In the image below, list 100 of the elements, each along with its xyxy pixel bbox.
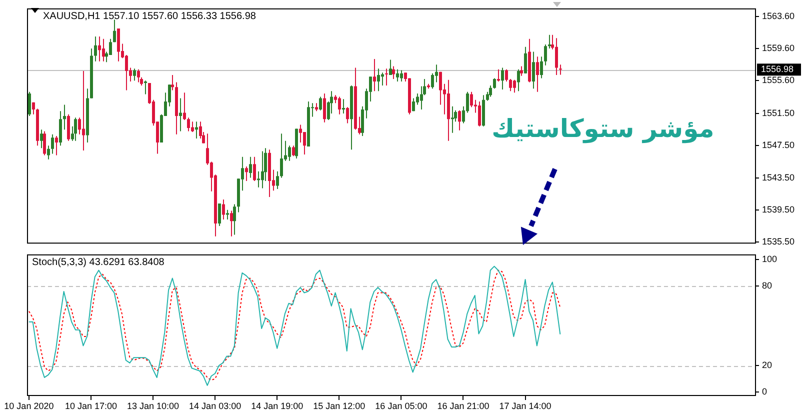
candlestick bbox=[257, 170, 260, 188]
candlestick bbox=[396, 68, 399, 82]
y-tick-label: 1535.50 bbox=[762, 236, 795, 246]
chart-title: Stoch(5,3,3) 43.6291 63.8408 bbox=[32, 257, 165, 268]
chart-title: XAUUSD,H1 1557.10 1557.60 1556.33 1556.98 bbox=[43, 11, 256, 22]
x-tick-label: 14 Jan 03:00 bbox=[189, 400, 242, 411]
candlestick bbox=[439, 71, 442, 106]
candlestick bbox=[346, 106, 349, 124]
candlestick bbox=[183, 92, 186, 120]
y-tick-label: 1551.50 bbox=[762, 108, 795, 118]
candlestick bbox=[548, 34, 551, 50]
y-tick-label: 100 bbox=[762, 254, 778, 264]
candlestick bbox=[117, 28, 120, 62]
y-tick-label: 80 bbox=[762, 280, 772, 291]
candlestick bbox=[28, 91, 31, 116]
candlestick bbox=[82, 70, 85, 151]
candlestick bbox=[245, 166, 248, 182]
candlestick bbox=[400, 70, 403, 82]
candlestick bbox=[261, 150, 264, 189]
candlestick bbox=[191, 121, 194, 133]
candlestick bbox=[458, 110, 461, 131]
candlestick bbox=[113, 19, 116, 43]
candlestick bbox=[109, 38, 112, 56]
y-tick-label: 1563.60 bbox=[762, 10, 795, 21]
x-tick-label: 16 Jan 21:00 bbox=[437, 400, 490, 411]
x-tick-label: 10 Jan 17:00 bbox=[64, 400, 118, 411]
candlestick bbox=[513, 79, 516, 94]
x-tick-label: 13 Jan 10:00 bbox=[127, 400, 180, 411]
candlestick bbox=[253, 156, 256, 182]
candlestick bbox=[218, 202, 221, 226]
candlestick bbox=[536, 56, 539, 92]
annotation: مؤشر ستوكاستيك bbox=[492, 114, 714, 144]
candlestick bbox=[179, 98, 182, 132]
x-tick-label: 14 Jan 19:00 bbox=[251, 400, 304, 411]
candlestick bbox=[451, 106, 454, 134]
candlestick bbox=[544, 44, 547, 66]
x-tick-label: 10 Jan 2020 bbox=[4, 400, 54, 411]
candlestick bbox=[342, 98, 345, 114]
candlestick bbox=[226, 209, 229, 220]
candlestick bbox=[78, 117, 81, 135]
candlestick bbox=[292, 145, 295, 157]
candlestick bbox=[171, 74, 174, 91]
candlestick bbox=[509, 78, 512, 92]
candlestick bbox=[144, 80, 147, 95]
candlestick bbox=[323, 92, 326, 123]
candlestick bbox=[540, 56, 543, 79]
candlestick bbox=[133, 68, 136, 82]
candlestick bbox=[412, 98, 415, 112]
candlestick bbox=[517, 68, 520, 92]
candlestick bbox=[94, 36, 97, 62]
candlestick bbox=[187, 117, 190, 132]
candlestick bbox=[478, 101, 481, 127]
candlestick bbox=[222, 198, 225, 220]
candlestick bbox=[497, 68, 500, 82]
candlestick bbox=[233, 204, 236, 236]
candlestick bbox=[431, 72, 434, 90]
candlestick bbox=[43, 130, 46, 156]
candlestick bbox=[489, 84, 492, 98]
candlestick bbox=[559, 64, 562, 76]
candlestick bbox=[520, 66, 523, 76]
candlestick bbox=[392, 66, 395, 80]
candlestick bbox=[47, 145, 50, 160]
candlestick bbox=[280, 133, 283, 178]
y-tick-label: 1547.50 bbox=[762, 140, 795, 150]
candlestick bbox=[32, 102, 35, 115]
candlestick bbox=[505, 68, 508, 82]
candlestick bbox=[377, 68, 380, 92]
candlestick bbox=[276, 170, 279, 190]
candlestick bbox=[555, 38, 558, 76]
candlestick bbox=[55, 136, 58, 156]
y-tick-label: 1539.50 bbox=[762, 204, 795, 214]
candlestick bbox=[385, 68, 388, 86]
candlestick bbox=[338, 96, 341, 115]
candlestick bbox=[373, 58, 376, 92]
candlestick bbox=[74, 117, 77, 142]
candlestick bbox=[470, 91, 473, 108]
candlestick bbox=[67, 114, 70, 142]
candlestick bbox=[195, 121, 198, 139]
y-tick-label: 1543.50 bbox=[762, 172, 795, 182]
y-tick-label: 20 bbox=[762, 360, 772, 370]
candlestick bbox=[40, 129, 43, 149]
candlestick bbox=[249, 156, 252, 178]
candlestick bbox=[381, 72, 384, 86]
candlestick bbox=[319, 96, 322, 111]
candlestick bbox=[63, 104, 66, 130]
candlestick bbox=[435, 64, 438, 83]
candlestick bbox=[102, 38, 105, 62]
candlestick bbox=[389, 59, 392, 76]
candlestick bbox=[303, 132, 306, 155]
candlestick bbox=[59, 110, 62, 146]
candlestick bbox=[230, 210, 233, 237]
candlestick bbox=[501, 67, 504, 90]
candlestick bbox=[125, 54, 128, 91]
candlestick bbox=[524, 46, 527, 74]
ref-line-label: 1556.98 bbox=[761, 64, 794, 74]
y-tick-label: 1555.60 bbox=[762, 75, 795, 86]
candlestick bbox=[137, 68, 140, 83]
candlestick bbox=[98, 36, 101, 62]
candlestick bbox=[532, 51, 535, 90]
y-tick-label: 0 bbox=[762, 386, 768, 397]
